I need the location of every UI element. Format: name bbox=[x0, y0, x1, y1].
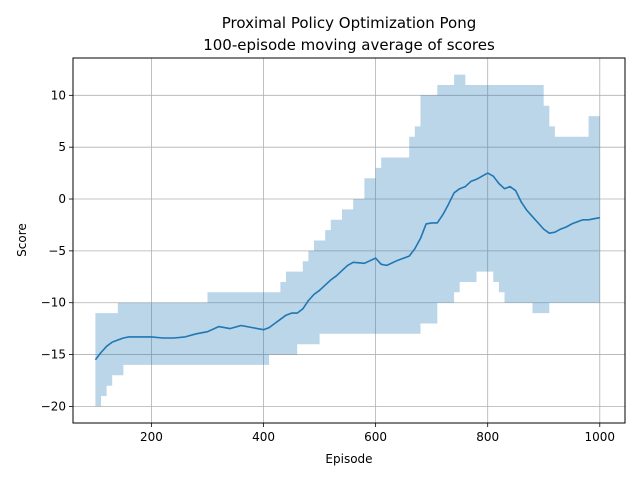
x-tick-label: 1000 bbox=[585, 430, 616, 444]
chart-title: Proximal Policy Optimization Pong bbox=[222, 14, 476, 32]
x-tick-label: 800 bbox=[476, 430, 499, 444]
y-tick-label: −15 bbox=[41, 348, 66, 362]
y-tick-label: −20 bbox=[41, 399, 66, 413]
y-tick-label: −10 bbox=[41, 296, 66, 310]
moving-average-line bbox=[94, 172, 600, 361]
chart-subtitle: 100-episode moving average of scores bbox=[203, 36, 495, 54]
plot-frame bbox=[72, 57, 626, 424]
x-tick-label: 400 bbox=[252, 430, 275, 444]
x-axis-label: Episode bbox=[325, 452, 372, 466]
y-tick-label: −5 bbox=[48, 244, 66, 258]
moving-average-line-layer bbox=[94, 172, 600, 361]
y-axis-label: Score bbox=[15, 223, 29, 257]
score-range-band-layer bbox=[95, 74, 600, 407]
x-tick-label: 600 bbox=[364, 430, 387, 444]
grid bbox=[73, 58, 625, 423]
y-axis-ticks: −20 −15 −10 −5 0 5 10 bbox=[41, 88, 73, 413]
y-tick-label: 5 bbox=[58, 140, 66, 154]
y-tick-label: 10 bbox=[51, 88, 66, 102]
y-tick-label: 0 bbox=[58, 192, 66, 206]
x-axis-ticks: 200 400 600 800 1000 bbox=[140, 423, 615, 444]
score-range-band bbox=[95, 74, 600, 407]
x-tick-label: 200 bbox=[140, 430, 163, 444]
